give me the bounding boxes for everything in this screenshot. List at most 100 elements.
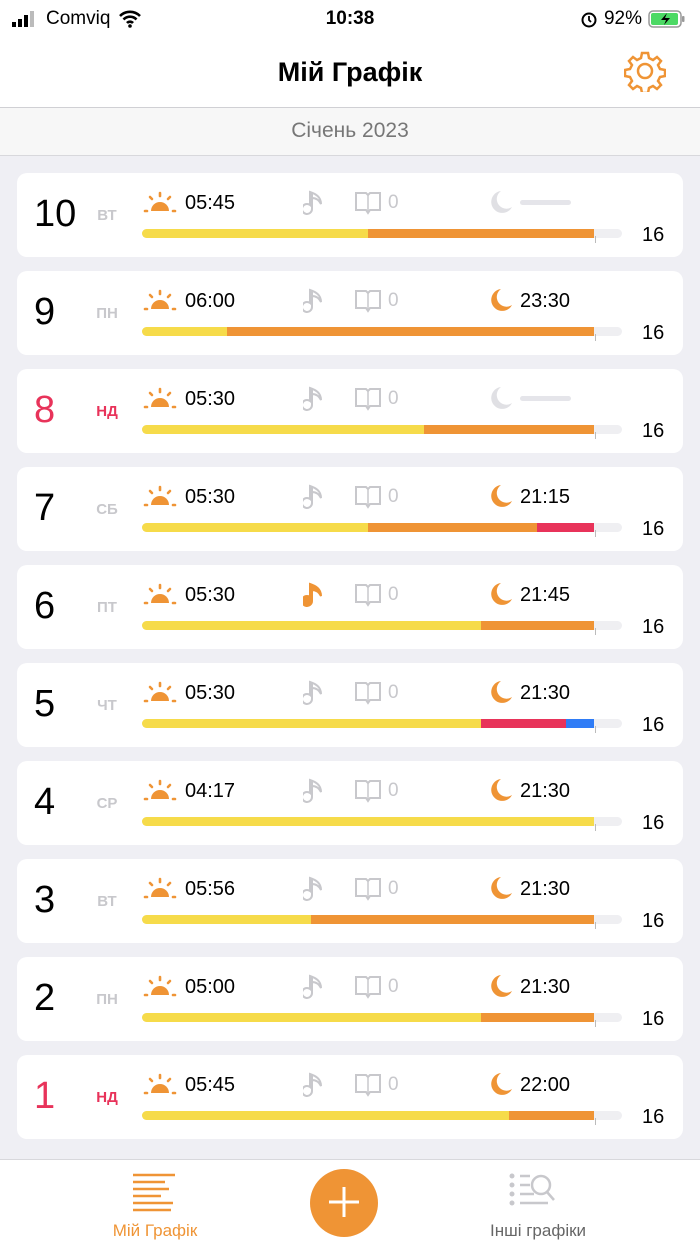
total-hours: 16 — [642, 714, 665, 736]
clock: 10:38 — [325, 8, 375, 29]
month-header: Січень 2023 — [0, 108, 700, 156]
bar-marker — [595, 824, 596, 831]
sunrise-icon — [143, 975, 177, 1002]
wake-time: 05:00 — [185, 976, 236, 998]
music-note-icon[interactable] — [301, 287, 329, 320]
moon-icon — [487, 287, 513, 320]
book-icon[interactable] — [354, 289, 382, 318]
bar-segment-orange — [367, 523, 538, 532]
day-progress-bar — [142, 915, 622, 924]
total-hours: 16 — [642, 1106, 665, 1128]
sleep-time: 21:30 — [520, 682, 571, 704]
bar-segment-yellow — [142, 523, 368, 532]
tab-my-schedule[interactable]: Мій Графік — [55, 1172, 255, 1241]
music-note-icon[interactable] — [301, 1071, 329, 1104]
weekday: ВТ — [97, 207, 117, 224]
music-note-icon[interactable] — [301, 875, 329, 908]
book-icon[interactable] — [354, 779, 382, 808]
sunrise-icon — [143, 387, 177, 414]
bar-marker — [595, 530, 596, 537]
bar-marker — [595, 628, 596, 635]
weekday: ПТ — [97, 599, 117, 616]
bar-segment-orange — [424, 425, 594, 434]
list-search-icon — [509, 1173, 555, 1206]
total-hours: 16 — [642, 224, 665, 246]
day-card[interactable]: 4 СР 04:17 0 21:30 16 — [17, 761, 683, 845]
wake-time: 05:30 — [185, 486, 236, 508]
day-number: 9 — [34, 291, 56, 333]
book-icon[interactable] — [354, 191, 382, 220]
book-icon[interactable] — [354, 681, 382, 710]
sunrise-icon — [143, 485, 177, 512]
wake-time: 05:30 — [185, 388, 236, 410]
day-card[interactable]: 8 НД 05:30 0 16 — [17, 369, 683, 453]
bar-segment-orange — [226, 327, 594, 336]
music-note-icon[interactable] — [301, 973, 329, 1006]
books-count: 0 — [388, 584, 399, 605]
sleep-time: 21:45 — [520, 584, 571, 606]
tab-other-schedules[interactable]: Інші графіки — [438, 1172, 638, 1241]
add-button[interactable] — [310, 1169, 378, 1237]
wifi-icon — [119, 10, 142, 28]
bar-segment-yellow — [142, 621, 481, 630]
moon-icon — [487, 581, 513, 614]
day-card[interactable]: 9 ПН 06:00 0 23:30 16 — [17, 271, 683, 355]
gear-icon[interactable] — [624, 50, 666, 92]
books-count: 0 — [388, 1074, 399, 1095]
tab-bar: Мій Графік Інші графіки — [0, 1159, 700, 1244]
bar-segment-orange — [311, 915, 594, 924]
music-note-icon[interactable] — [301, 777, 329, 810]
bar-marker — [595, 334, 596, 341]
book-icon[interactable] — [354, 583, 382, 612]
books-count: 0 — [388, 486, 399, 507]
bar-segment-yellow — [142, 1111, 510, 1120]
sunrise-icon — [143, 681, 177, 708]
weekday: СБ — [96, 501, 118, 518]
wake-time: 05:30 — [185, 682, 236, 704]
day-progress-bar — [142, 1013, 622, 1022]
day-number: 6 — [34, 585, 56, 627]
day-card[interactable]: 10 ВТ 05:45 0 16 — [17, 173, 683, 257]
total-hours: 16 — [642, 420, 665, 442]
sunrise-icon — [143, 877, 177, 904]
book-icon[interactable] — [354, 877, 382, 906]
day-card[interactable]: 6 ПТ 05:30 0 21:45 16 — [17, 565, 683, 649]
weekday: ПН — [96, 305, 118, 322]
music-note-icon[interactable] — [301, 483, 329, 516]
music-note-icon[interactable] — [301, 385, 329, 418]
status-bar: Comviq 10:38 92% — [0, 0, 700, 40]
music-note-icon[interactable] — [301, 679, 329, 712]
wake-time: 05:56 — [185, 878, 236, 900]
sleep-time: 21:30 — [520, 878, 571, 900]
day-number: 8 — [34, 389, 56, 431]
battery-charging-icon — [648, 10, 685, 28]
weekday: НД — [96, 403, 118, 420]
sunrise-icon — [143, 289, 177, 316]
day-number: 5 — [34, 683, 56, 725]
books-count: 0 — [388, 780, 399, 801]
day-card[interactable]: 3 ВТ 05:56 0 21:30 16 — [17, 859, 683, 943]
book-icon[interactable] — [354, 485, 382, 514]
battery-percent: 92% — [603, 8, 642, 29]
alarm-icon — [581, 12, 597, 28]
day-card[interactable]: 2 ПН 05:00 0 21:30 16 — [17, 957, 683, 1041]
day-progress-bar — [142, 425, 622, 434]
day-number: 3 — [34, 879, 56, 921]
music-note-icon[interactable] — [301, 581, 329, 614]
bar-segment-yellow — [142, 915, 312, 924]
sleep-time: 23:30 — [520, 290, 571, 312]
plus-icon — [329, 1186, 359, 1217]
sleep-time: 21:30 — [520, 976, 571, 998]
day-card[interactable]: 7 СБ 05:30 0 21:15 16 — [17, 467, 683, 551]
books-count: 0 — [388, 682, 399, 703]
book-icon[interactable] — [354, 975, 382, 1004]
day-card[interactable]: 5 ЧТ 05:30 0 21:30 16 — [17, 663, 683, 747]
book-icon[interactable] — [354, 387, 382, 416]
book-icon[interactable] — [354, 1073, 382, 1102]
day-progress-bar — [142, 523, 622, 532]
music-note-icon[interactable] — [301, 189, 329, 222]
sunrise-icon — [143, 191, 177, 218]
day-number: 7 — [34, 487, 56, 529]
books-count: 0 — [388, 388, 399, 409]
day-card[interactable]: 1 НД 05:45 0 22:00 16 — [17, 1055, 683, 1139]
